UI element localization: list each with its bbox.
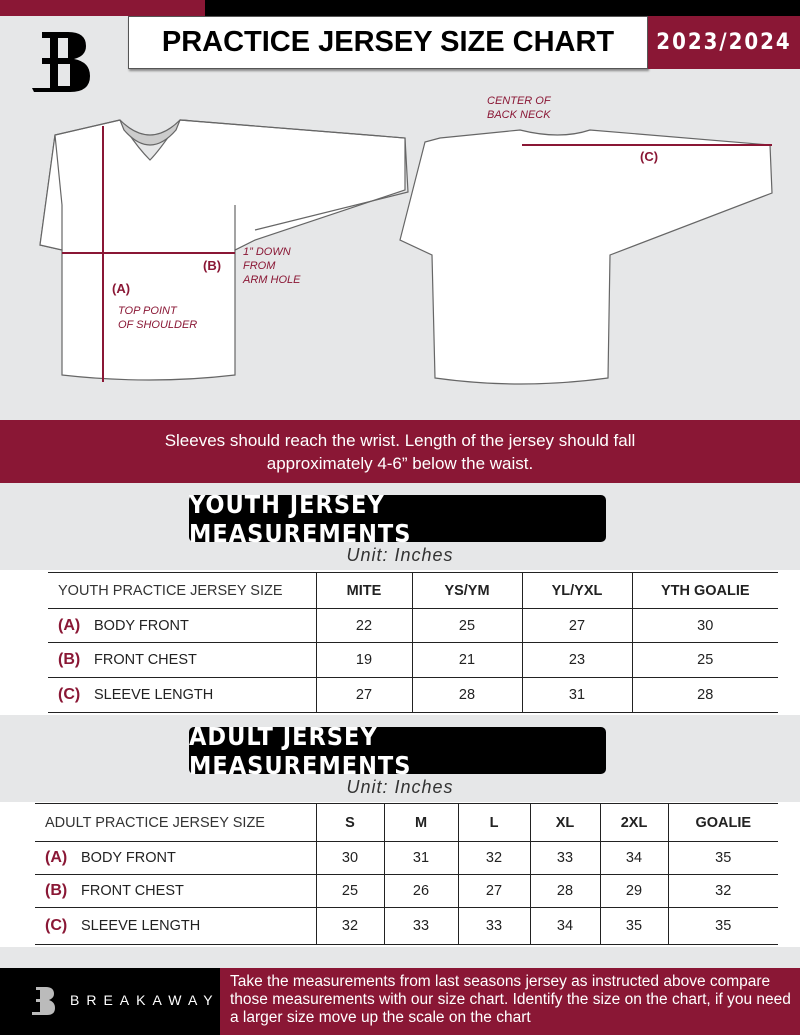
cell: 31	[383, 841, 458, 875]
breakaway-logo	[32, 32, 90, 92]
size-col: M	[383, 803, 458, 842]
row-letter: (C)	[58, 686, 81, 703]
cell: 28	[631, 677, 778, 713]
size-col: S	[315, 803, 384, 842]
cell: 35	[667, 907, 778, 945]
cell: 35	[667, 841, 778, 875]
note-arm-hole: 1” DOWN FROM ARM HOLE	[243, 246, 301, 286]
cell: 27	[457, 874, 530, 908]
footer-logo	[32, 987, 55, 1015]
cell: 30	[315, 841, 384, 875]
row-label: FRONT CHEST	[94, 652, 197, 668]
size-col: GOALIE	[667, 803, 778, 842]
adult-size-table: ADULT PRACTICE JERSEY SIZE S M L XL 2XL …	[35, 803, 778, 945]
cell: 19	[315, 642, 412, 678]
size-header: ADULT PRACTICE JERSEY SIZE	[35, 803, 316, 842]
table-header-row: ADULT PRACTICE JERSEY SIZE S M L XL 2XL …	[35, 803, 778, 842]
row-label: BODY FRONT	[81, 850, 176, 866]
cell: 30	[631, 608, 778, 643]
cell: 25	[411, 608, 522, 643]
table-row: (A) BODY FRONT 22 25 27 30	[48, 608, 778, 643]
table-row: (A) BODY FRONT 30 31 32 33 34 35	[35, 841, 778, 875]
cell: 27	[315, 677, 412, 713]
cell: 28	[529, 874, 600, 908]
note-back-neck: CENTER OF BACK NECK	[487, 95, 551, 121]
youth-unit: Unit: Inches	[346, 545, 454, 565]
adult-section-title: ADULT JERSEY MEASUREMENTS	[189, 722, 606, 780]
row-letter: (B)	[58, 651, 81, 668]
cell: 32	[315, 907, 384, 945]
size-col: YTH GOALIE	[631, 572, 778, 609]
cell: 25	[315, 874, 384, 908]
cell: 33	[529, 841, 600, 875]
cell: 23	[521, 642, 632, 678]
size-col: YS/YM	[411, 572, 522, 609]
table-header-row: YOUTH PRACTICE JERSEY SIZE MITE YS/YM YL…	[48, 572, 778, 609]
youth-section-title: YOUTH JERSEY MEASUREMENTS	[189, 490, 606, 548]
row-label: BODY FRONT	[94, 617, 189, 634]
instructions-line-1: Sleeves should reach the wrist. Length o…	[164, 431, 636, 450]
size-col: YL/YXL	[521, 572, 632, 609]
page-title: PRACTICE JERSEY SIZE CHART	[128, 16, 648, 69]
cell: 26	[383, 874, 458, 908]
footer-brand-name: BREAKAWAY	[70, 992, 220, 1008]
row-letter: (C)	[45, 917, 68, 934]
cell: 34	[599, 841, 668, 875]
cell: 28	[411, 677, 522, 713]
label-b: (B)	[203, 258, 222, 273]
table-row: (B) FRONT CHEST 25 26 27 28 29 32	[35, 874, 778, 908]
cell: 32	[667, 874, 778, 908]
season-label: 2023/2024	[648, 16, 800, 69]
cell: 25	[631, 642, 778, 678]
cell: 22	[315, 608, 412, 643]
cell: 29	[599, 874, 668, 908]
back-jersey	[399, 129, 773, 385]
cell: 33	[383, 907, 458, 945]
row-label: SLEEVE LENGTH	[94, 687, 214, 703]
size-col: 2XL	[599, 803, 668, 842]
row-label: SLEEVE LENGTH	[81, 918, 201, 934]
row-letter: (A)	[58, 616, 81, 634]
row-label: FRONT CHEST	[81, 883, 184, 899]
size-col: L	[457, 803, 530, 842]
cell: 21	[411, 642, 522, 678]
footer-text: Take the measurements from last seasons …	[220, 968, 800, 1035]
instructions-band: Sleeves should reach the wrist. Length o…	[0, 420, 800, 483]
size-col: XL	[529, 803, 600, 842]
label-c: (C)	[640, 149, 659, 164]
adult-unit: Unit: Inches	[346, 777, 454, 797]
table-row: (B) FRONT CHEST 19 21 23 25	[48, 642, 778, 678]
top-black-bar	[205, 0, 800, 16]
note-shoulder: TOP POINT OF SHOULDER	[118, 305, 198, 331]
size-header: YOUTH PRACTICE JERSEY SIZE	[48, 572, 316, 609]
cell: 35	[599, 907, 668, 945]
row-letter: (B)	[45, 882, 68, 899]
instructions-line-2: approximately 4-6” below the waist.	[266, 454, 534, 473]
cell: 34	[529, 907, 600, 945]
label-a: (A)	[112, 281, 131, 296]
jersey-diagram	[39, 119, 773, 385]
size-col: MITE	[315, 572, 412, 609]
top-accent-bar	[0, 0, 205, 16]
cell: 31	[521, 677, 632, 713]
cell: 27	[521, 608, 632, 643]
cell: 32	[457, 841, 530, 875]
table-row: (C) SLEEVE LENGTH 32 33 33 34 35 35	[35, 907, 778, 945]
youth-size-table: YOUTH PRACTICE JERSEY SIZE MITE YS/YM YL…	[48, 572, 778, 713]
cell: 33	[457, 907, 530, 945]
row-letter: (A)	[45, 849, 68, 866]
table-row: (C) SLEEVE LENGTH 27 28 31 28	[48, 677, 778, 713]
